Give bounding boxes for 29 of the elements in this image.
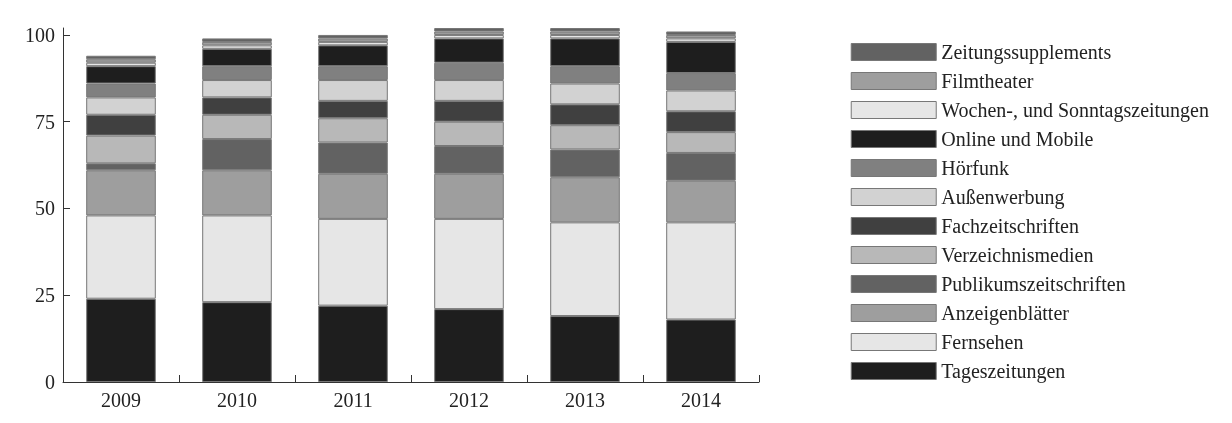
- bar: [202, 41, 272, 46]
- legend-label: Filmtheater: [941, 70, 1034, 92]
- legend-label: Außenwerbung: [941, 186, 1065, 209]
- bar: [318, 34, 388, 39]
- y-tick-label: 0: [45, 371, 55, 393]
- legend-label: Fachzeitschriften: [941, 215, 1079, 237]
- bar: [666, 34, 736, 39]
- y-tick-label: 50: [35, 197, 55, 220]
- legend-label: Tageszeitungen: [941, 360, 1066, 383]
- x-tick-label: 2012: [449, 389, 489, 411]
- legend-label: Anzeigenblätter: [941, 302, 1070, 325]
- y-tick-label: 75: [35, 110, 55, 133]
- x-tick-label: 2013: [565, 389, 605, 411]
- x-tick-label: 2009: [101, 389, 141, 411]
- x-tick-label: 2014: [681, 389, 721, 411]
- bar: [86, 59, 156, 63]
- legend-label: Fernsehen: [941, 331, 1024, 353]
- y-tick-label: 25: [35, 284, 55, 307]
- x-tick-label: 2011: [333, 389, 373, 411]
- legend-label: Wochen-, und Sonntagszeitungen: [941, 99, 1210, 122]
- legend-label: Online und Mobile: [941, 128, 1094, 150]
- legend-label: Hörfunk: [941, 157, 1009, 179]
- legend-label: Publikumszeitschriften: [941, 273, 1126, 295]
- bar: [666, 31, 736, 35]
- y-tick-label: 100: [25, 23, 55, 46]
- x-tick-label: 2010: [217, 389, 257, 411]
- legend-label: Verzeichnismedien: [941, 244, 1094, 266]
- bar: [202, 38, 272, 42]
- legend-label: Zeitungssupplements: [941, 41, 1112, 64]
